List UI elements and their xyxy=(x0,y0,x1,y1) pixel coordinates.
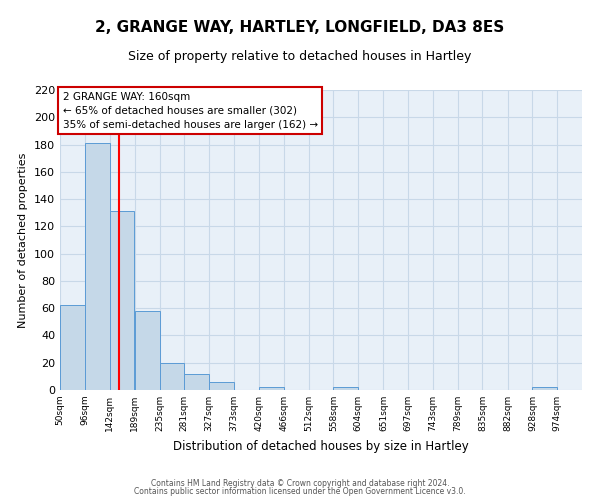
Bar xyxy=(110,212,134,390)
Text: Contains HM Land Registry data © Crown copyright and database right 2024.: Contains HM Land Registry data © Crown c… xyxy=(151,478,449,488)
Bar xyxy=(160,362,184,390)
Bar xyxy=(184,374,209,390)
Text: 2, GRANGE WAY, HARTLEY, LONGFIELD, DA3 8ES: 2, GRANGE WAY, HARTLEY, LONGFIELD, DA3 8… xyxy=(95,20,505,35)
Text: 2 GRANGE WAY: 160sqm
← 65% of detached houses are smaller (302)
35% of semi-deta: 2 GRANGE WAY: 160sqm ← 65% of detached h… xyxy=(62,92,318,130)
Bar xyxy=(85,143,110,390)
Bar xyxy=(259,388,284,390)
Bar xyxy=(334,388,358,390)
Y-axis label: Number of detached properties: Number of detached properties xyxy=(19,152,28,328)
Text: Size of property relative to detached houses in Hartley: Size of property relative to detached ho… xyxy=(128,50,472,63)
Bar xyxy=(135,311,160,390)
X-axis label: Distribution of detached houses by size in Hartley: Distribution of detached houses by size … xyxy=(173,440,469,452)
Bar xyxy=(532,388,557,390)
Bar xyxy=(60,306,85,390)
Bar xyxy=(209,382,234,390)
Text: Contains public sector information licensed under the Open Government Licence v3: Contains public sector information licen… xyxy=(134,487,466,496)
